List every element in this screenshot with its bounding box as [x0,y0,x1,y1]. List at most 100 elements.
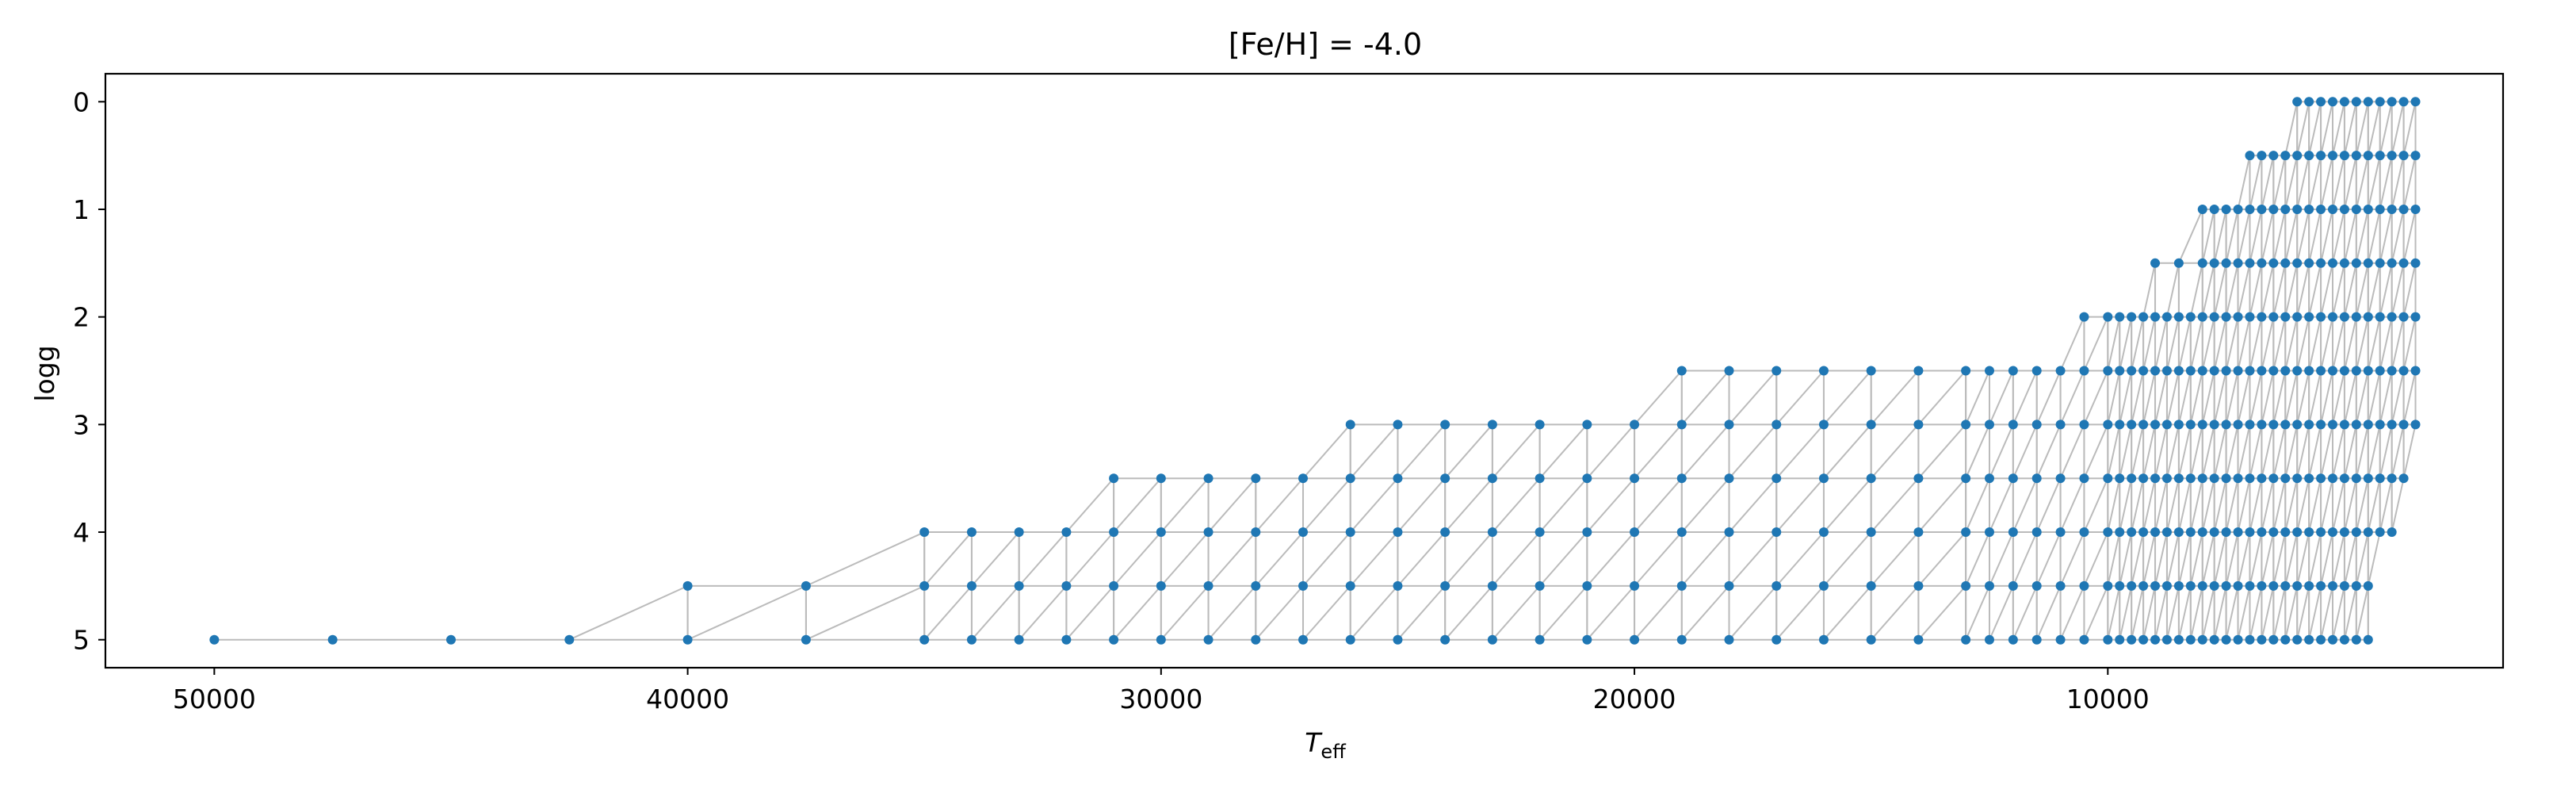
data-point [2387,312,2397,322]
data-point [1440,634,1450,645]
data-point [2375,258,2385,268]
data-point [1582,419,1592,430]
mesh-edge [1917,531,1966,587]
data-point [2127,366,2137,376]
data-point [1676,366,1687,376]
data-point [1818,366,1829,376]
mesh-edge [2284,531,2299,587]
mesh-edge [2391,316,2405,371]
mesh-edge [2213,585,2227,640]
data-point [2304,151,2314,161]
mesh-edge [2249,316,2263,371]
mesh-edge [2261,262,2275,317]
data-point [1913,580,1924,591]
mesh-edge [2332,155,2345,210]
data-point [1582,473,1592,484]
mesh-edge [2355,155,2369,210]
mesh-edge [2225,424,2239,479]
mesh-edge [1349,477,1399,533]
data-point [2079,580,2089,591]
mesh-edge [2261,477,2275,533]
data-point [2221,258,2231,268]
data-point [2185,527,2196,538]
data-point [2161,312,2172,322]
data-point [1818,473,1829,484]
mesh-edge [1018,585,1068,641]
data-point [1724,634,1734,645]
data-point [1440,580,1450,591]
data-point [2233,204,2243,214]
mesh-edge [2320,531,2333,587]
mesh-edge [2320,262,2333,317]
data-point [2339,97,2349,107]
data-point [2339,527,2349,538]
chart-title: [Fe/H] = -4.0 [1229,27,1422,62]
data-point [2031,634,2042,645]
mesh-edge [2083,531,2109,587]
x-tick-label: 20000 [1593,684,1676,714]
mesh-edge [1989,585,2014,641]
data-point [2233,580,2243,591]
data-point [2292,151,2303,161]
data-point [2387,473,2397,484]
mesh-edge [2165,477,2180,533]
data-point [1724,419,1734,430]
data-point [2387,258,2397,268]
data-point [2375,419,2385,430]
data-point [2031,419,2042,430]
mesh-edge [2225,262,2239,317]
data-point [2280,473,2291,484]
mesh-edge [2402,102,2417,156]
mesh-edge [2284,370,2299,425]
data-point [2245,527,2255,538]
data-point [919,527,930,538]
mesh-edge [1302,585,1351,641]
data-point [966,527,977,538]
data-point [1535,527,1545,538]
data-point [2398,473,2409,484]
data-point [2257,580,2267,591]
data-point [1109,527,1119,538]
mesh-edge [2154,585,2168,640]
y-tick-label: 5 [73,625,90,656]
mesh-edge [1634,585,1683,641]
mesh-edge [2308,585,2322,640]
data-point [2375,204,2385,214]
data-point [2008,580,2018,591]
mesh-edge [2165,585,2180,640]
mesh-edge [805,584,925,641]
mesh-edge [2201,477,2215,533]
data-point [2138,419,2149,430]
data-point [2161,366,2172,376]
data-point [2327,151,2337,161]
mesh-edge [2402,262,2417,317]
data-point [2280,204,2291,214]
mesh-edge [2035,370,2062,425]
mesh-edge [2083,423,2109,479]
mesh-edge [2355,262,2369,317]
mesh-edge [2391,102,2405,156]
data-point [2245,580,2255,591]
mesh-edge [1160,585,1210,641]
data-point [2327,366,2337,376]
data-point [2363,312,2373,322]
data-point [2363,151,2373,161]
mesh-edge [2213,209,2227,264]
data-point [2115,312,2125,322]
data-point [564,634,575,645]
mesh-edge [2391,262,2405,317]
data-point [966,634,977,645]
data-point [2197,634,2207,645]
mesh-edge [1775,477,1825,533]
data-point [2304,366,2314,376]
data-point [1440,419,1450,430]
data-point [2031,473,2042,484]
mesh-edge [2402,155,2417,210]
data-point [2209,634,2219,645]
mesh-edge [2272,316,2287,371]
mesh-edge [1302,477,1351,533]
mesh-edge [1492,531,1541,587]
data-point [2339,366,2349,376]
data-point [327,634,338,645]
mesh-edge [2284,102,2299,156]
